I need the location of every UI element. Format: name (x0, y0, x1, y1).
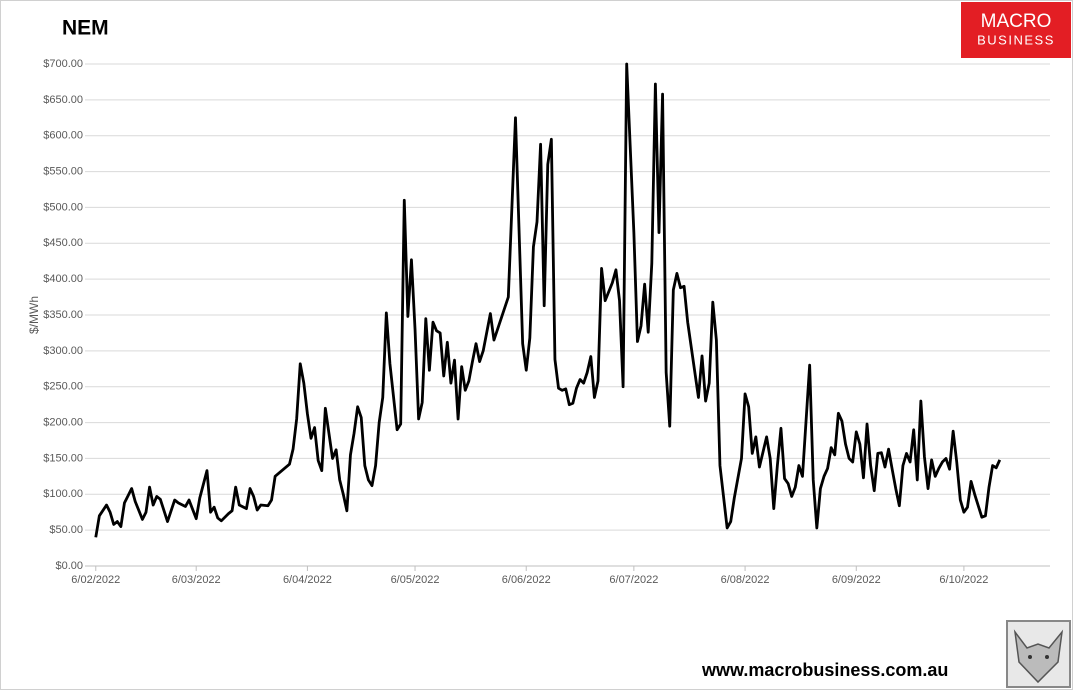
x-tick-label: 6/04/2022 (283, 574, 332, 586)
x-tick-label: 6/02/2022 (71, 574, 120, 586)
y-tick-label: $650.00 (43, 94, 83, 106)
price-line (94, 62, 1002, 538)
x-tick-label: 6/08/2022 (721, 574, 770, 586)
y-tick-label: $100.00 (43, 488, 83, 500)
y-tick-label: $0.00 (55, 560, 83, 572)
y-tick-label: $50.00 (49, 524, 83, 536)
y-tick-label: $350.00 (43, 309, 83, 321)
fox-logo (1006, 620, 1071, 688)
x-tick-label: 6/10/2022 (939, 574, 988, 586)
y-tick-label: $150.00 (43, 452, 83, 464)
x-tick-label: 6/03/2022 (172, 574, 221, 586)
y-tick-label: $700.00 (43, 58, 83, 70)
x-tick-label: 6/05/2022 (391, 574, 440, 586)
y-tick-label: $200.00 (43, 416, 83, 428)
logo-text: MACRO (981, 11, 1052, 32)
logo-box (961, 2, 1071, 58)
y-tick-label: $300.00 (43, 345, 83, 357)
x-tick-label: 6/09/2022 (832, 574, 881, 586)
website-url: www.macrobusiness.com.au (701, 660, 948, 680)
y-axis-label: $/MWh (27, 296, 41, 334)
y-tick-label: $600.00 (43, 130, 83, 142)
y-tick-label: $550.00 (43, 165, 83, 177)
chart-title: NEM (62, 17, 109, 40)
logo-text: BUSINESS (977, 32, 1055, 47)
y-tick-label: $450.00 (43, 237, 83, 249)
y-tick-label: $250.00 (43, 381, 83, 393)
x-tick-label: 6/07/2022 (609, 574, 658, 586)
x-tick-label: 6/06/2022 (502, 574, 551, 586)
y-tick-label: $500.00 (43, 201, 83, 213)
y-tick-label: $400.00 (43, 273, 83, 285)
